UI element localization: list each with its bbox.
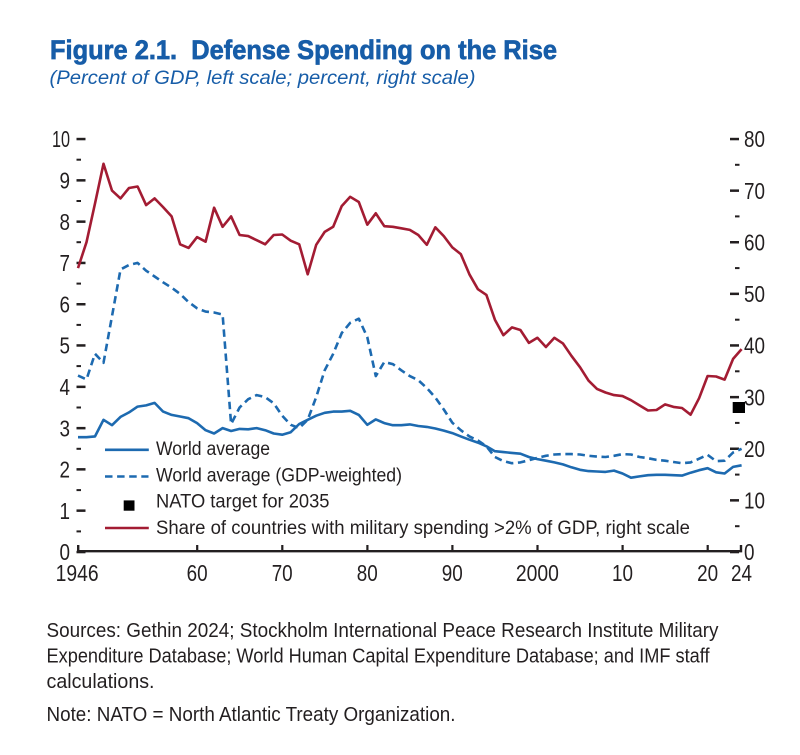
svg-text:0: 0 xyxy=(60,539,71,565)
svg-text:9: 9 xyxy=(60,168,71,194)
svg-text:60: 60 xyxy=(744,229,765,255)
svg-text:0: 0 xyxy=(744,539,755,565)
svg-text:70: 70 xyxy=(272,560,293,586)
svg-text:World average (GDP-weighted): World average (GDP-weighted) xyxy=(156,465,402,486)
svg-text:20: 20 xyxy=(697,560,718,586)
svg-text:50: 50 xyxy=(744,281,765,307)
svg-text:40: 40 xyxy=(744,333,765,359)
svg-text:10: 10 xyxy=(612,560,633,586)
svg-text:10: 10 xyxy=(52,126,70,152)
svg-text:3: 3 xyxy=(60,415,71,441)
svg-text:Expenditure Database; World Hu: Expenditure Database; World Human Capita… xyxy=(47,645,710,668)
svg-text:1946: 1946 xyxy=(56,560,99,586)
svg-text:Figure 2.1. Defense Spending: Figure 2.1. Defense Spending on the Rise xyxy=(50,35,557,65)
svg-text:30: 30 xyxy=(744,384,765,410)
svg-text:20: 20 xyxy=(744,436,765,462)
svg-text:(Percent of GDP, left scale; p: (Percent of GDP, left scale; percent, ri… xyxy=(50,68,476,89)
svg-text:8: 8 xyxy=(60,209,71,235)
svg-text:World average: World average xyxy=(156,439,270,460)
svg-text:10: 10 xyxy=(744,488,765,514)
svg-text:Note: NATO = North Atlantic Tr: Note: NATO = North Atlantic Treaty Organ… xyxy=(47,703,456,726)
svg-text:70: 70 xyxy=(744,178,765,204)
svg-text:Share of countries with milita: Share of countries with military spendin… xyxy=(156,518,690,539)
svg-text:Sources: Gethin 2024; Stockhol: Sources: Gethin 2024; Stockholm Internat… xyxy=(47,619,720,642)
svg-text:4: 4 xyxy=(60,374,71,400)
svg-text:80: 80 xyxy=(744,126,765,152)
svg-text:NATO target for 2035: NATO target for 2035 xyxy=(156,492,330,513)
svg-text:5: 5 xyxy=(60,333,71,359)
svg-text:6: 6 xyxy=(60,291,71,317)
svg-text:2000: 2000 xyxy=(516,560,559,586)
svg-text:7: 7 xyxy=(60,250,71,276)
svg-text:24: 24 xyxy=(731,560,752,586)
svg-text:80: 80 xyxy=(357,560,378,586)
svg-text:90: 90 xyxy=(442,560,463,586)
svg-text:1: 1 xyxy=(60,498,71,524)
svg-text:2: 2 xyxy=(60,457,71,483)
svg-text:calculations.: calculations. xyxy=(47,670,155,693)
svg-text:60: 60 xyxy=(187,560,208,586)
